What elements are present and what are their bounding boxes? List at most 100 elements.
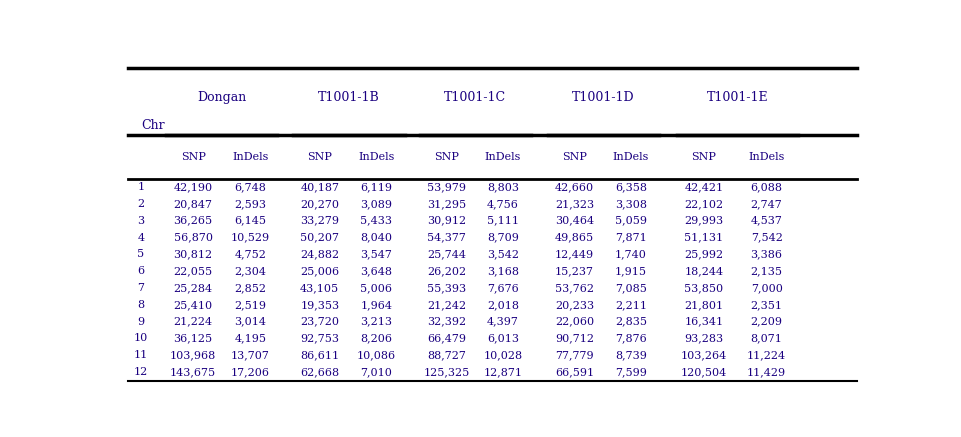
Text: 3: 3 [137, 216, 144, 225]
Text: 11,429: 11,429 [747, 367, 786, 377]
Text: 1,915: 1,915 [615, 266, 647, 276]
Text: T1001-1C: T1001-1C [444, 91, 506, 104]
Text: 42,190: 42,190 [174, 182, 212, 192]
Text: 8,071: 8,071 [751, 333, 782, 343]
Text: 10,086: 10,086 [357, 350, 396, 360]
Text: 2,304: 2,304 [234, 266, 266, 276]
Text: 66,479: 66,479 [427, 333, 466, 343]
Text: 2,835: 2,835 [615, 317, 647, 326]
Text: 3,213: 3,213 [360, 317, 392, 326]
Text: InDels: InDels [749, 152, 785, 162]
Text: 4,756: 4,756 [487, 199, 519, 209]
Text: 3,386: 3,386 [751, 250, 782, 259]
Text: 55,393: 55,393 [427, 283, 466, 293]
Text: 8: 8 [137, 300, 144, 310]
Text: 31,295: 31,295 [427, 199, 466, 209]
Text: 12,449: 12,449 [554, 250, 594, 259]
Text: 21,242: 21,242 [427, 300, 466, 310]
Text: 10: 10 [134, 333, 148, 343]
Text: 15,237: 15,237 [554, 266, 594, 276]
Text: 6,145: 6,145 [234, 216, 266, 225]
Text: 10,028: 10,028 [483, 350, 523, 360]
Text: 53,850: 53,850 [684, 283, 724, 293]
Text: 21,224: 21,224 [174, 317, 212, 326]
Text: 19,353: 19,353 [300, 300, 339, 310]
Text: 20,847: 20,847 [174, 199, 212, 209]
Text: 3,542: 3,542 [487, 250, 519, 259]
Text: 50,207: 50,207 [300, 232, 339, 243]
Text: 6,088: 6,088 [751, 182, 782, 192]
Text: 21,801: 21,801 [684, 300, 724, 310]
Text: 6,358: 6,358 [615, 182, 647, 192]
Text: 7,542: 7,542 [751, 232, 782, 243]
Text: 25,992: 25,992 [684, 250, 724, 259]
Text: 3,547: 3,547 [360, 250, 392, 259]
Text: 86,611: 86,611 [300, 350, 339, 360]
Text: 25,284: 25,284 [174, 283, 212, 293]
Text: 13,707: 13,707 [231, 350, 270, 360]
Text: 42,660: 42,660 [554, 182, 594, 192]
Text: T1001-1D: T1001-1D [572, 91, 635, 104]
Text: SNP: SNP [562, 152, 587, 162]
Text: 53,762: 53,762 [554, 283, 594, 293]
Text: 7,085: 7,085 [615, 283, 647, 293]
Text: 3,089: 3,089 [360, 199, 392, 209]
Text: InDels: InDels [358, 152, 395, 162]
Text: 21,323: 21,323 [554, 199, 594, 209]
Text: 4,195: 4,195 [234, 333, 266, 343]
Text: 40,187: 40,187 [300, 182, 339, 192]
Text: 7,676: 7,676 [487, 283, 519, 293]
Text: 2,747: 2,747 [751, 199, 782, 209]
Text: 25,006: 25,006 [300, 266, 339, 276]
Text: 8,040: 8,040 [360, 232, 392, 243]
Text: 22,055: 22,055 [174, 266, 212, 276]
Text: 2: 2 [137, 199, 144, 209]
Text: 3,648: 3,648 [360, 266, 392, 276]
Text: 22,102: 22,102 [684, 199, 724, 209]
Text: 30,912: 30,912 [427, 216, 466, 225]
Text: SNP: SNP [692, 152, 717, 162]
Text: 53,979: 53,979 [427, 182, 466, 192]
Text: 7,010: 7,010 [360, 367, 392, 377]
Text: 8,709: 8,709 [487, 232, 519, 243]
Text: 36,125: 36,125 [174, 333, 212, 343]
Text: 20,233: 20,233 [554, 300, 594, 310]
Text: 5,059: 5,059 [615, 216, 647, 225]
Text: 32,392: 32,392 [427, 317, 466, 326]
Text: 7,599: 7,599 [615, 367, 647, 377]
Text: 1: 1 [137, 182, 144, 192]
Text: 4,752: 4,752 [234, 250, 266, 259]
Text: 6,748: 6,748 [234, 182, 266, 192]
Text: 43,105: 43,105 [300, 283, 339, 293]
Text: 7,876: 7,876 [615, 333, 647, 343]
Text: 12: 12 [134, 367, 148, 377]
Text: 12,871: 12,871 [483, 367, 523, 377]
Text: 24,882: 24,882 [300, 250, 339, 259]
Text: Dongan: Dongan [197, 91, 246, 104]
Text: 103,968: 103,968 [170, 350, 216, 360]
Text: 4,397: 4,397 [487, 317, 519, 326]
Text: 103,264: 103,264 [681, 350, 727, 360]
Text: InDels: InDels [613, 152, 650, 162]
Text: 22,060: 22,060 [554, 317, 594, 326]
Text: 6,119: 6,119 [360, 182, 392, 192]
Text: 10,529: 10,529 [231, 232, 270, 243]
Text: 77,779: 77,779 [555, 350, 594, 360]
Text: 9: 9 [137, 317, 144, 326]
Text: 2,135: 2,135 [751, 266, 782, 276]
Text: 8,739: 8,739 [615, 350, 647, 360]
Text: T1001-1B: T1001-1B [318, 91, 380, 104]
Text: 1,964: 1,964 [360, 300, 392, 310]
Text: 5,111: 5,111 [487, 216, 519, 225]
Text: 5: 5 [137, 250, 144, 259]
Text: 7,000: 7,000 [751, 283, 782, 293]
Text: 2,211: 2,211 [615, 300, 647, 310]
Text: 18,244: 18,244 [684, 266, 724, 276]
Text: 2,593: 2,593 [234, 199, 266, 209]
Text: 51,131: 51,131 [684, 232, 724, 243]
Text: 2,351: 2,351 [751, 300, 782, 310]
Text: 1,740: 1,740 [615, 250, 647, 259]
Text: 2,519: 2,519 [234, 300, 266, 310]
Text: 8,803: 8,803 [487, 182, 519, 192]
Text: 49,865: 49,865 [554, 232, 594, 243]
